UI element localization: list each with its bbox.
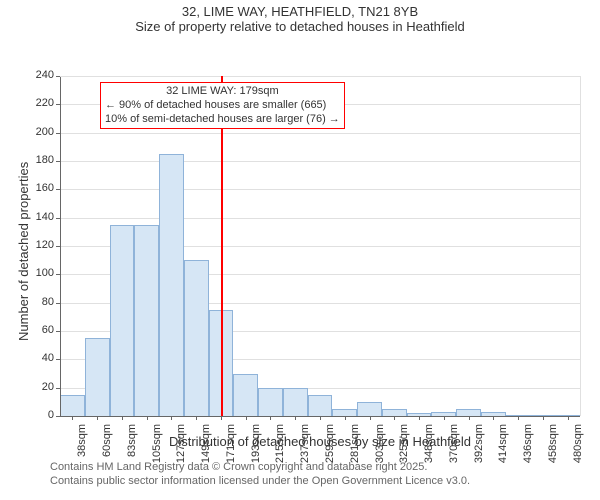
annotation-line-3: 10% of semi-detached houses are larger (… [105,113,340,127]
right-axis-line [580,76,581,416]
footer-line-2: Contains public sector information licen… [50,474,470,488]
gridline [60,133,580,134]
gridline [60,218,580,219]
histogram-bar [308,395,333,416]
y-tick-label: 200 [24,126,54,138]
root: 32, LIME WAY, HEATHFIELD, TN21 8YB Size … [0,0,600,500]
y-tick-label: 240 [24,69,54,81]
histogram-bar [85,338,110,416]
y-axis-line [60,76,61,416]
y-tick-label: 220 [24,97,54,109]
histogram-bar [233,374,258,417]
title-line-1: 32, LIME WAY, HEATHFIELD, TN21 8YB [0,0,600,19]
histogram-bar [357,402,382,416]
histogram-bar [456,409,481,416]
gridline [60,161,580,162]
annotation-line-1: 32 LIME WAY: 179sqm [105,85,340,99]
histogram-bar [60,395,85,416]
title-line-2: Size of property relative to detached ho… [0,19,600,34]
y-tick-label: 60 [24,324,54,336]
histogram-bar [283,388,308,416]
histogram-bar [134,225,159,416]
gridline [60,189,580,190]
histogram-bar [159,154,184,416]
y-tick-label: 40 [24,352,54,364]
footer: Contains HM Land Registry data © Crown c… [50,460,470,489]
plot-region: 02040608010012014016018020022024038sqm60… [60,76,580,416]
annotation-box: 32 LIME WAY: 179sqm← 90% of detached hou… [100,82,345,129]
top-axis-line [60,76,580,77]
histogram-bar [382,409,407,416]
x-axis-line [60,416,580,417]
histogram-bar [184,260,209,416]
histogram-bar [258,388,283,416]
histogram-bar [332,409,357,416]
y-tick-label: 100 [24,267,54,279]
y-tick-label: 160 [24,182,54,194]
x-axis-label: Distribution of detached houses by size … [60,434,580,449]
y-tick-label: 180 [24,154,54,166]
y-tick-label: 20 [24,381,54,393]
y-tick-label: 80 [24,296,54,308]
y-tick-label: 140 [24,211,54,223]
y-tick-label: 120 [24,239,54,251]
annotation-line-2: ← 90% of detached houses are smaller (66… [105,99,340,113]
footer-line-1: Contains HM Land Registry data © Crown c… [50,460,470,474]
histogram-bar [110,225,135,416]
y-tick-label: 0 [24,409,54,421]
